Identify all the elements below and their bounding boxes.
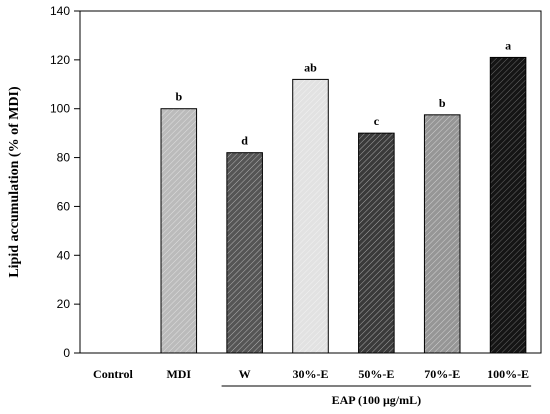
y-axis-title: Lipid accumulation (% of MDI) bbox=[7, 86, 22, 278]
bar-mdi bbox=[160, 108, 198, 354]
y-tick-label: 40 bbox=[57, 248, 71, 262]
x-tick-label: 100%-E bbox=[487, 367, 529, 381]
x-tick-label: 70%-E bbox=[424, 367, 460, 381]
bar-100-e bbox=[489, 56, 527, 354]
bar-w bbox=[226, 152, 263, 354]
significance-letter: d bbox=[241, 134, 248, 148]
significance-letter: a bbox=[505, 38, 511, 52]
significance-labels: b d ab c b a bbox=[175, 38, 511, 147]
significance-letter: c bbox=[374, 114, 380, 128]
y-axis-ticks: 0 20 40 60 80 100 120 140 bbox=[50, 4, 80, 360]
y-tick-label: 140 bbox=[50, 4, 70, 18]
y-tick-label: 80 bbox=[57, 151, 71, 165]
plot-area: 0 20 40 60 80 100 120 140 b d ab c b a bbox=[50, 4, 542, 360]
y-tick-label: 60 bbox=[57, 199, 71, 213]
y-tick-label: 120 bbox=[50, 53, 70, 67]
group-bracket: EAP (100 μg/mL) bbox=[221, 385, 532, 407]
group-label: EAP (100 μg/mL) bbox=[332, 393, 421, 407]
significance-letter: b bbox=[439, 96, 446, 110]
y-tick-label: 0 bbox=[63, 346, 70, 360]
significance-letter: ab bbox=[304, 60, 317, 74]
bar-30-e bbox=[292, 78, 329, 354]
y-tick-label: 100 bbox=[50, 102, 70, 116]
bar-70-e bbox=[423, 114, 461, 354]
x-axis-labels: Control MDI W 30%-E 50%-E 70%-E 100%-E bbox=[93, 367, 529, 381]
bar-50-e bbox=[358, 132, 395, 354]
x-tick-label: W bbox=[239, 367, 251, 381]
x-tick-label: MDI bbox=[166, 367, 191, 381]
bars bbox=[160, 56, 527, 354]
x-tick-label: 30%-E bbox=[293, 367, 329, 381]
x-tick-label: Control bbox=[93, 367, 133, 381]
significance-letter: b bbox=[175, 90, 182, 104]
x-tick-label: 50%-E bbox=[358, 367, 394, 381]
y-tick-label: 20 bbox=[57, 297, 71, 311]
